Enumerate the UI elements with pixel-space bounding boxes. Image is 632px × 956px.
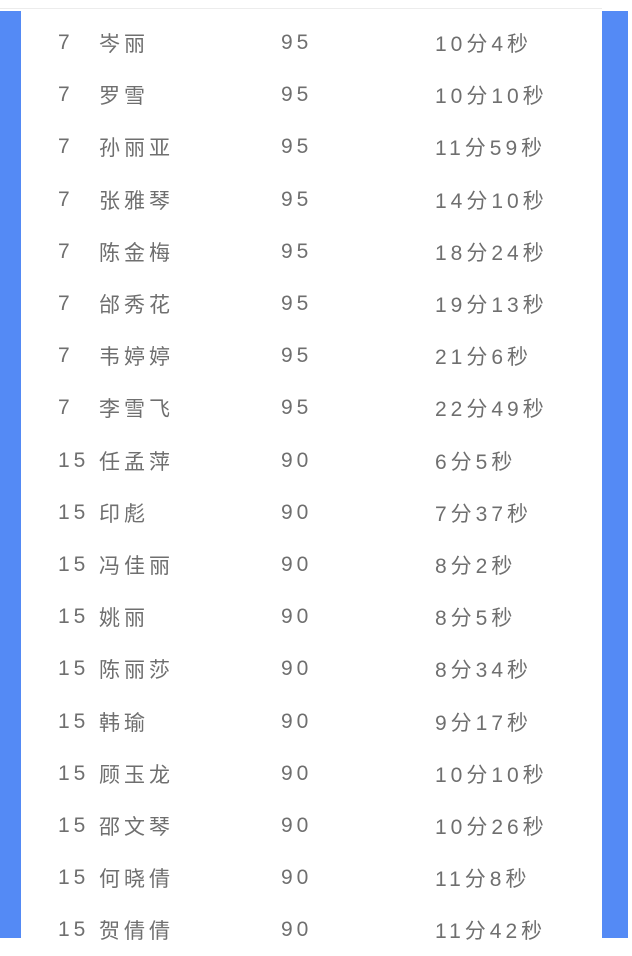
name-cell: 贺倩倩 (99, 920, 174, 944)
score-cell: 90 (281, 605, 313, 629)
rank-cell: 7 (58, 239, 74, 263)
name-cell: 韦婷婷 (99, 346, 174, 370)
rank-cell: 15 (58, 605, 90, 629)
name-cell: 张雅琴 (99, 189, 174, 213)
rank-cell: 15 (58, 500, 90, 524)
time-cell: 18分24秒 (435, 241, 548, 265)
score-cell: 90 (281, 657, 313, 681)
score-cell: 90 (281, 761, 313, 785)
table-row: 15 韩瑜 90 9分17秒 (21, 695, 602, 747)
time-cell: 11分42秒 (435, 920, 547, 944)
name-cell: 韩瑜 (99, 711, 149, 735)
table-row: 15 冯佳丽 90 8分2秒 (21, 539, 602, 591)
time-cell: 19分13秒 (435, 294, 548, 318)
rank-cell: 7 (58, 396, 74, 420)
score-cell: 95 (281, 135, 313, 159)
rank-cell: 15 (58, 918, 90, 942)
top-divider-line (0, 8, 602, 9)
left-border-bar (0, 11, 21, 938)
name-cell: 印彪 (99, 502, 149, 526)
table-row: 15 印彪 90 7分37秒 (21, 487, 602, 539)
table-row: 7 孙丽亚 95 11分59秒 (21, 121, 602, 173)
table-row: 7 陈金梅 95 18分24秒 (21, 226, 602, 278)
score-cell: 95 (281, 83, 313, 107)
score-cell: 90 (281, 500, 313, 524)
time-cell: 9分17秒 (435, 711, 533, 735)
name-cell: 岑丽 (99, 33, 149, 57)
rank-cell: 7 (58, 292, 74, 316)
score-cell: 95 (281, 187, 313, 211)
time-cell: 11分8秒 (435, 868, 531, 892)
time-cell: 10分4秒 (435, 33, 533, 57)
score-cell: 90 (281, 918, 313, 942)
name-cell: 陈丽莎 (99, 659, 174, 683)
score-cell: 95 (281, 344, 313, 368)
table-row: 15 姚丽 90 8分5秒 (21, 591, 602, 643)
score-cell: 90 (281, 709, 313, 733)
rank-cell: 7 (58, 344, 74, 368)
time-cell: 14分10秒 (435, 189, 548, 213)
score-cell: 90 (281, 813, 313, 837)
time-cell: 11分59秒 (435, 137, 547, 161)
rank-cell: 15 (58, 866, 90, 890)
score-cell: 90 (281, 448, 313, 472)
table-row: 15 何晓倩 90 11分8秒 (21, 852, 602, 904)
time-cell: 8分34秒 (435, 659, 533, 683)
score-cell: 95 (281, 396, 313, 420)
rank-cell: 15 (58, 448, 90, 472)
table-row: 7 岑丽 95 10分4秒 (21, 17, 602, 69)
table-row: 7 罗雪 95 10分10秒 (21, 69, 602, 121)
table-row: 15 顾玉龙 90 10分10秒 (21, 748, 602, 800)
name-cell: 邰秀花 (99, 294, 174, 318)
score-cell: 95 (281, 239, 313, 263)
table-row: 7 韦婷婷 95 21分6秒 (21, 330, 602, 382)
name-cell: 姚丽 (99, 607, 149, 631)
name-cell: 孙丽亚 (99, 137, 174, 161)
time-cell: 10分10秒 (435, 85, 548, 109)
time-cell: 22分49秒 (435, 398, 548, 422)
name-cell: 邵文琴 (99, 815, 174, 839)
name-cell: 顾玉龙 (99, 763, 174, 787)
rank-cell: 7 (58, 31, 74, 55)
right-border-bar (602, 11, 628, 938)
results-table: 7 岑丽 95 10分4秒 7 罗雪 95 10分10秒 7 孙丽亚 95 11… (21, 17, 602, 956)
score-cell: 95 (281, 292, 313, 316)
table-row: 15 贺倩倩 90 11分42秒 (21, 904, 602, 956)
time-cell: 10分26秒 (435, 815, 548, 839)
table-row: 7 张雅琴 95 14分10秒 (21, 174, 602, 226)
rank-cell: 7 (58, 187, 74, 211)
score-cell: 90 (281, 866, 313, 890)
table-row: 7 李雪飞 95 22分49秒 (21, 382, 602, 434)
table-row: 15 陈丽莎 90 8分34秒 (21, 643, 602, 695)
rank-cell: 7 (58, 135, 74, 159)
table-row: 15 邵文琴 90 10分26秒 (21, 800, 602, 852)
rank-cell: 15 (58, 761, 90, 785)
table-row: 15 任孟萍 90 6分5秒 (21, 435, 602, 487)
name-cell: 冯佳丽 (99, 554, 174, 578)
time-cell: 8分2秒 (435, 554, 517, 578)
score-cell: 95 (281, 31, 313, 55)
name-cell: 任孟萍 (99, 450, 174, 474)
rank-cell: 15 (58, 657, 90, 681)
score-cell: 90 (281, 552, 313, 576)
rank-cell: 15 (58, 709, 90, 733)
time-cell: 7分37秒 (435, 502, 533, 526)
time-cell: 8分5秒 (435, 607, 517, 631)
table-row: 7 邰秀花 95 19分13秒 (21, 278, 602, 330)
rank-cell: 15 (58, 813, 90, 837)
name-cell: 李雪飞 (99, 398, 174, 422)
time-cell: 21分6秒 (435, 346, 533, 370)
name-cell: 陈金梅 (99, 241, 174, 265)
time-cell: 6分5秒 (435, 450, 517, 474)
time-cell: 10分10秒 (435, 763, 548, 787)
name-cell: 何晓倩 (99, 868, 174, 892)
name-cell: 罗雪 (99, 85, 149, 109)
rank-cell: 15 (58, 552, 90, 576)
rank-cell: 7 (58, 83, 74, 107)
